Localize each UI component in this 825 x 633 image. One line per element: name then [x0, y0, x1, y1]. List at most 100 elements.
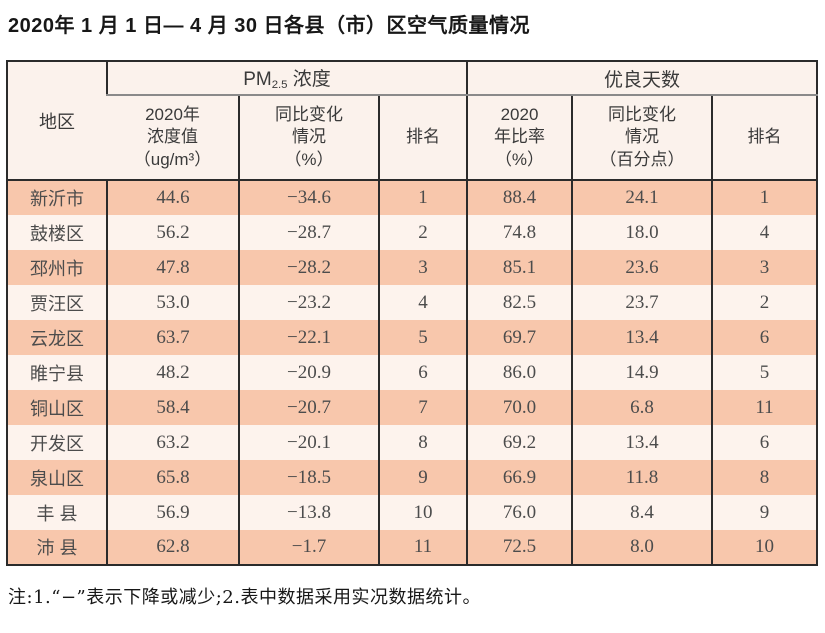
- region-cell: 睢宁县: [30, 363, 84, 384]
- pm-value-cell: 58.4: [106, 390, 239, 425]
- good-rank-cell: 2: [711, 285, 817, 320]
- good-rank-cell: 5: [711, 355, 817, 390]
- table-header: 地区 PM2.5 浓度 优良天数 2020年 浓度值 （ug/m³） 同比变化 …: [7, 61, 817, 181]
- table-body: 新沂市 44.6 −34.6 1 88.4 24.1 1 鼓楼区 56.2 −2…: [7, 180, 817, 565]
- good-change-cell: 8.0: [571, 530, 712, 565]
- pm-rank-cell: 9: [378, 460, 467, 495]
- table-row: 泉山区 65.8 −18.5 9 66.9 11.8 8: [7, 460, 817, 495]
- good-rank-cell: 6: [711, 320, 817, 355]
- pm-value-cell: 53.0: [106, 285, 239, 320]
- table-row: 新沂市 44.6 −34.6 1 88.4 24.1 1: [7, 180, 817, 215]
- pm-value-cell: 56.2: [106, 215, 239, 250]
- good-ratio-cell: 86.0: [466, 355, 572, 390]
- good-change-cell: 13.4: [571, 320, 712, 355]
- good-change-cell: 23.6: [571, 250, 712, 285]
- good-ratio-cell: 70.0: [466, 390, 572, 425]
- good-ratio-cell: 85.1: [466, 250, 572, 285]
- pm-change-cell: −20.7: [238, 390, 379, 425]
- good-change-cell: 8.4: [571, 495, 712, 530]
- pm-value-cell: 63.7: [106, 320, 239, 355]
- air-quality-table: 地区 PM2.5 浓度 优良天数 2020年 浓度值 （ug/m³） 同比变化 …: [6, 60, 818, 566]
- table-row: 贾汪区 53.0 −23.2 4 82.5 23.7 2: [7, 285, 817, 320]
- header-pm25-group: PM2.5 浓度: [106, 61, 467, 96]
- header-pm-value: 2020年 浓度值 （ug/m³）: [107, 95, 239, 181]
- pm-concentration-label: 浓度: [287, 69, 331, 91]
- pm-value-cell: 63.2: [106, 425, 239, 460]
- pm-value-cell: 48.2: [106, 355, 239, 390]
- header-good-change: 同比变化 情况 （百分点）: [571, 95, 712, 181]
- pm-rank-cell: 11: [378, 530, 467, 565]
- region-cell: 云龙区: [30, 328, 84, 349]
- pm-value-cell: 62.8: [106, 530, 239, 565]
- good-ratio-cell: 88.4: [466, 180, 572, 215]
- table-footnote: 注:1.“−”表示下降或减少;2.表中数据采用实况数据统计。: [8, 587, 481, 608]
- pm-change-cell: −1.7: [238, 530, 379, 565]
- pm-rank-cell: 8: [378, 425, 467, 460]
- good-ratio-cell: 82.5: [466, 285, 572, 320]
- good-ratio-cell: 72.5: [466, 530, 572, 565]
- region-cell: 沛 县: [36, 538, 78, 558]
- header-pm-change: 同比变化 情况 （%）: [238, 95, 379, 181]
- table-row: 邳州市 47.8 −28.2 3 85.1 23.6 3: [7, 250, 817, 285]
- pm-change-cell: −22.1: [238, 320, 379, 355]
- pm-change-cell: −28.7: [238, 215, 379, 250]
- pm-rank-cell: 7: [378, 390, 467, 425]
- region-cell: 泉山区: [30, 468, 84, 489]
- pm-change-cell: −34.6: [238, 180, 379, 215]
- region-cell: 新沂市: [30, 189, 84, 209]
- header-pm-rank: 排名: [378, 95, 467, 181]
- region-cell: 邳州市: [30, 258, 84, 279]
- header-good-days-group: 优良天数: [466, 61, 817, 96]
- pm-value-cell: 47.8: [106, 250, 239, 285]
- region-cell: 丰 县: [36, 503, 78, 524]
- table-row: 睢宁县 48.2 −20.9 6 86.0 14.9 5: [7, 355, 817, 390]
- pm-change-cell: −23.2: [238, 285, 379, 320]
- region-cell: 贾汪区: [30, 293, 84, 314]
- good-change-cell: 13.4: [571, 425, 712, 460]
- pm-label: PM: [243, 69, 272, 91]
- good-ratio-cell: 66.9: [466, 460, 572, 495]
- table-row: 云龙区 63.7 −22.1 5 69.7 13.4 6: [7, 320, 817, 355]
- good-ratio-cell: 69.7: [466, 320, 572, 355]
- pm-value-cell: 65.8: [106, 460, 239, 495]
- region-cell: 开发区: [30, 433, 84, 454]
- good-ratio-cell: 74.8: [466, 215, 572, 250]
- pm-subscript: 2.5: [271, 79, 288, 92]
- pm-rank-cell: 6: [378, 355, 467, 390]
- good-change-cell: 11.8: [571, 460, 712, 495]
- good-change-cell: 24.1: [571, 180, 712, 215]
- region-cell: 铜山区: [30, 398, 84, 419]
- pm-rank-cell: 1: [378, 180, 467, 215]
- good-rank-cell: 10: [711, 530, 817, 565]
- good-rank-cell: 4: [711, 215, 817, 250]
- good-ratio-cell: 69.2: [466, 425, 572, 460]
- header-region: 地区: [7, 61, 107, 181]
- pm-rank-cell: 10: [378, 495, 467, 530]
- header-group-row: 地区 PM2.5 浓度 优良天数: [7, 61, 817, 181]
- page-title: 2020年 1 月 1 日— 4 月 30 日各县（市）区空气质量情况: [8, 15, 531, 37]
- pm-rank-cell: 2: [378, 215, 467, 250]
- header-sub-row: 2020年 浓度值 （ug/m³） 同比变化 情况 （%） 排名 2020 年比…: [7, 95, 817, 181]
- good-rank-cell: 9: [711, 495, 817, 530]
- table-row: 开发区 63.2 −20.1 8 69.2 13.4 6: [7, 425, 817, 460]
- header-good-ratio: 2020 年比率 （%）: [466, 95, 572, 181]
- pm-change-cell: −13.8: [238, 495, 379, 530]
- pm-change-cell: −28.2: [238, 250, 379, 285]
- good-rank-cell: 11: [711, 390, 817, 425]
- good-rank-cell: 8: [711, 460, 817, 495]
- good-change-cell: 14.9: [571, 355, 712, 390]
- table-row: 丰 县 56.9 −13.8 10 76.0 8.4 9: [7, 495, 817, 530]
- table-row: 鼓楼区 56.2 −28.7 2 74.8 18.0 4: [7, 215, 817, 250]
- table-row: 沛 县 62.8 −1.7 11 72.5 8.0 10: [7, 530, 817, 565]
- pm-rank-cell: 5: [378, 320, 467, 355]
- pm-rank-cell: 4: [378, 285, 467, 320]
- pm-value-cell: 56.9: [106, 495, 239, 530]
- good-ratio-cell: 76.0: [466, 495, 572, 530]
- pm-rank-cell: 3: [378, 250, 467, 285]
- pm-change-cell: −20.9: [238, 355, 379, 390]
- good-change-cell: 18.0: [571, 215, 712, 250]
- good-rank-cell: 6: [711, 425, 817, 460]
- header-good-rank: 排名: [711, 95, 817, 181]
- good-rank-cell: 3: [711, 250, 817, 285]
- good-rank-cell: 1: [711, 180, 817, 215]
